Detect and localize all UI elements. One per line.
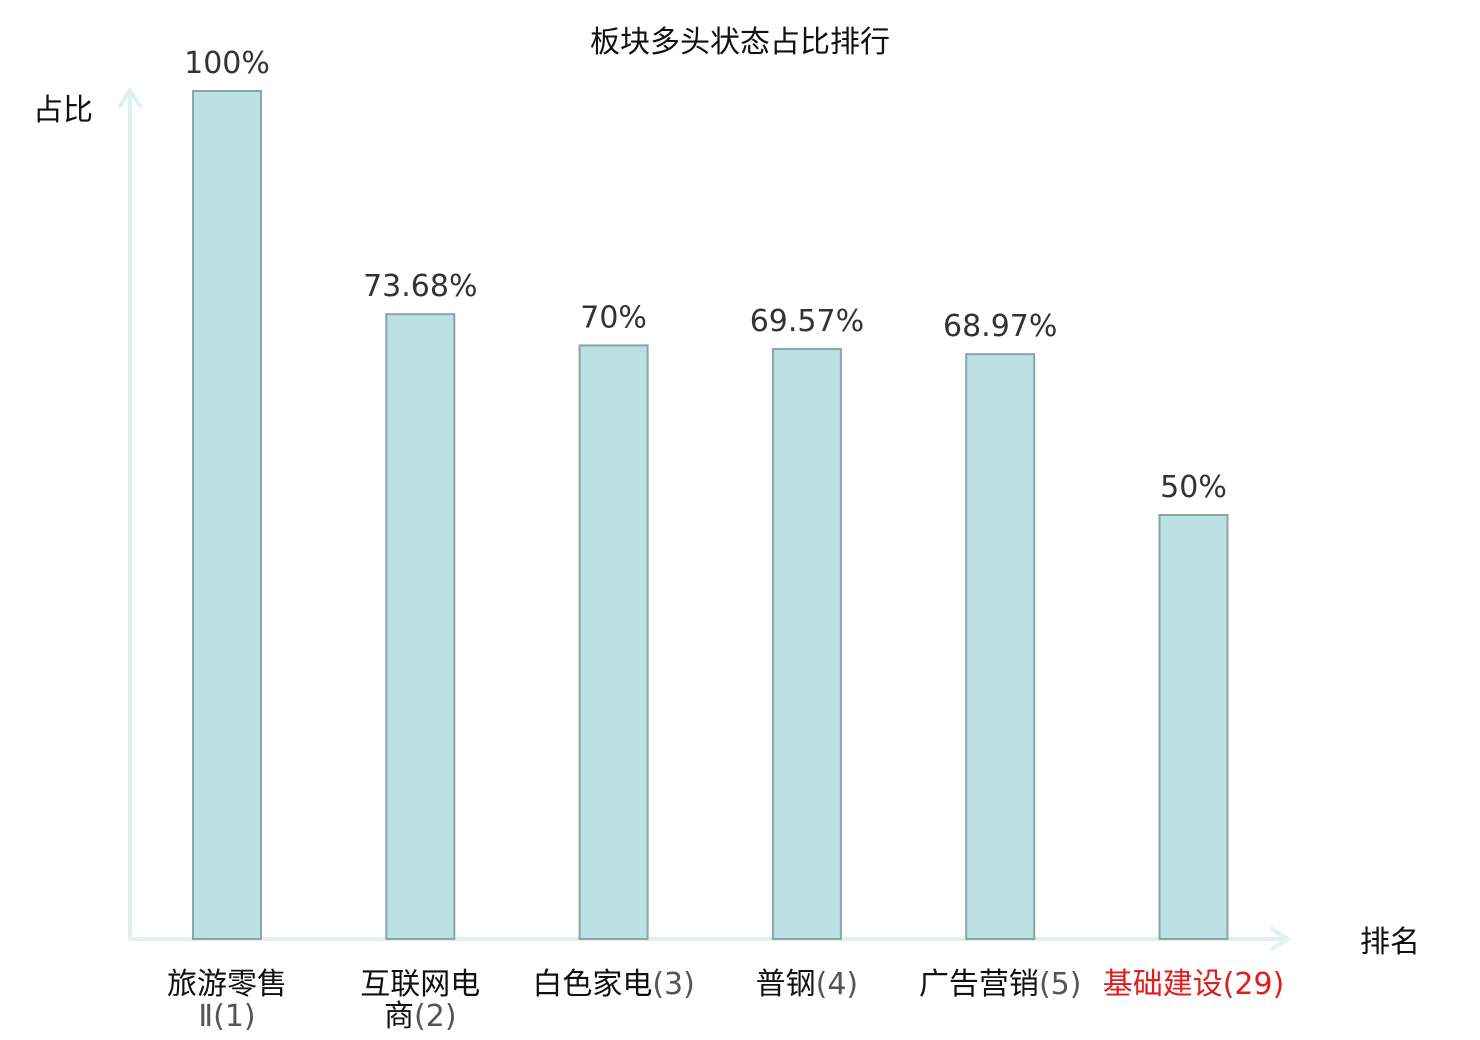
bar bbox=[965, 353, 1036, 940]
y-axis-label: 占比 bbox=[33, 93, 93, 128]
data-label: 73.68% bbox=[363, 269, 477, 304]
data-label: 100% bbox=[184, 46, 270, 81]
x-tick-label: 白色家电(3) bbox=[532, 967, 695, 1002]
x-tick-label: 商(2) bbox=[384, 999, 457, 1034]
bar bbox=[192, 90, 262, 940]
x-axis-label: 排名 bbox=[1360, 925, 1420, 960]
data-label: 50% bbox=[1160, 470, 1227, 505]
bar bbox=[1158, 514, 1229, 940]
x-tick-label: 基础建设(29) bbox=[1103, 967, 1285, 1002]
y-axis-arrow bbox=[118, 88, 142, 108]
chart-title: 板块多头状态占比排行 bbox=[590, 25, 890, 60]
data-label: 70% bbox=[580, 300, 647, 335]
x-tick-label: 互联网电 bbox=[360, 967, 480, 1002]
bar bbox=[771, 348, 842, 940]
x-tick-label: 广告营销(5) bbox=[919, 967, 1081, 1002]
data-label: 68.97% bbox=[943, 309, 1057, 344]
x-tick-label: Ⅱ(1) bbox=[198, 999, 255, 1034]
data-label: 69.57% bbox=[750, 304, 864, 339]
bar bbox=[385, 313, 456, 940]
bar bbox=[578, 344, 649, 940]
x-tick-label: 普钢(4) bbox=[756, 967, 859, 1002]
x-tick-label: 旅游零售 bbox=[167, 967, 287, 1002]
x-axis-arrow bbox=[1270, 927, 1290, 951]
